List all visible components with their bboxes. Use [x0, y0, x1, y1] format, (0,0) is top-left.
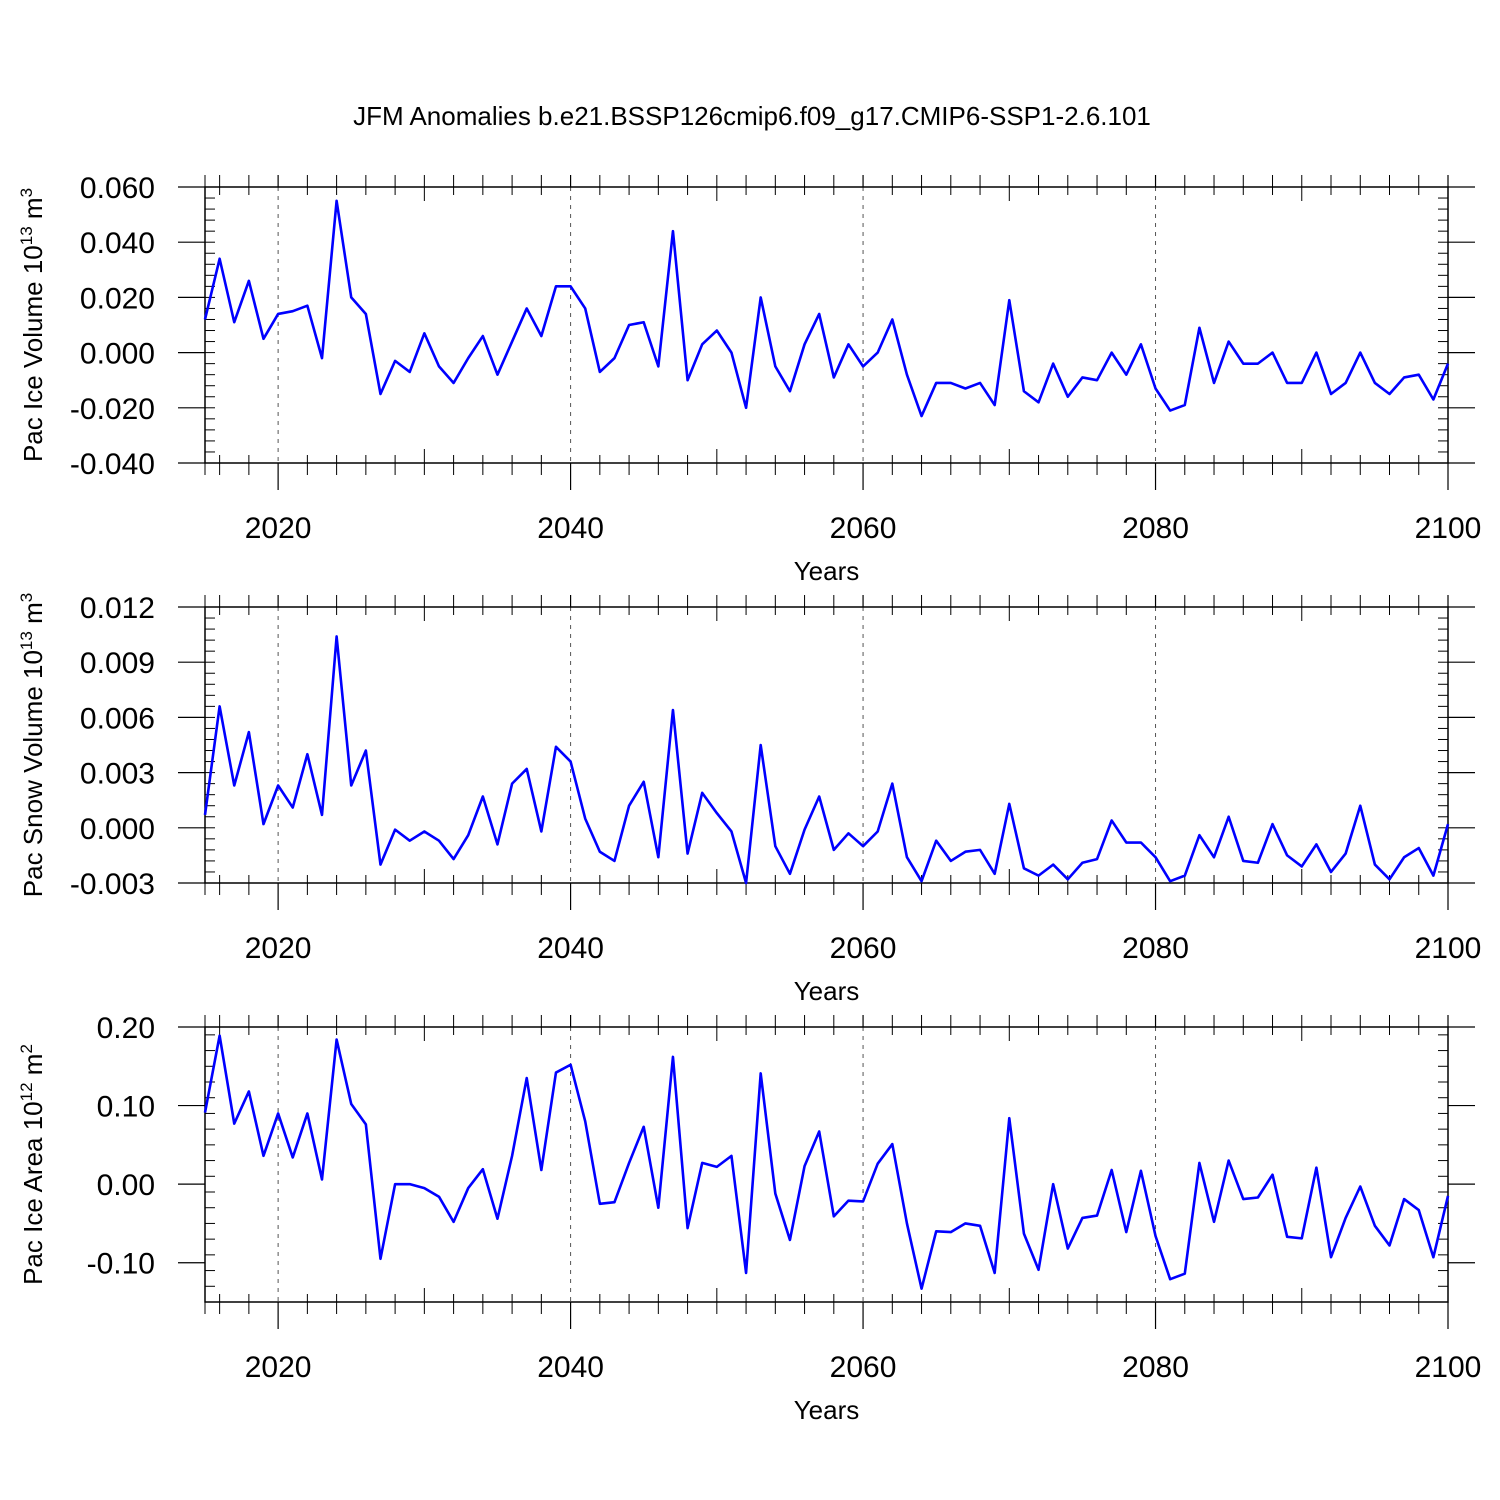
panel-3: 0.20 0.10 0.00 -0.10 2020 2040 2060 2080 2100 Yea… [17, 1012, 1481, 1425]
x-tick-label: 2020 [245, 1351, 312, 1384]
x-tick-label: 2100 [1415, 932, 1482, 965]
plot-frame [204, 1026, 1449, 1303]
x-tick-label: 2040 [537, 1351, 604, 1384]
y-axis-label: Pac Ice Volume 1013 m3 [17, 188, 48, 462]
y-tick-label: 0.20 [97, 1012, 155, 1045]
x-axis-label: Years [794, 556, 860, 586]
plot-frame [204, 606, 1449, 884]
y-tick-label: 0.006 [80, 702, 155, 735]
panel-1: 0.060 0.040 0.020 0.000 -0.020 -0.040 2020 2040… [17, 172, 1481, 586]
panel-2: 0.012 0.009 0.006 0.003 0.000 -0.003 2020 2040 2… [17, 592, 1481, 1006]
y-tick-label: 0.040 [80, 227, 155, 260]
x-tick-label: 2080 [1122, 1351, 1189, 1384]
x-tick-label: 2040 [537, 932, 604, 965]
y-tick-label: -0.10 [87, 1248, 155, 1281]
y-tick-label: 0.012 [80, 592, 155, 625]
x-tick-label: 2080 [1122, 512, 1189, 545]
y-tick-label: 0.060 [80, 172, 155, 205]
y-tick-label: 0.000 [80, 338, 155, 371]
y-axis-label: Pac Ice Area 1012 m2 [17, 1044, 48, 1285]
y-tick-label: 0.10 [97, 1091, 155, 1124]
x-tick-label: 2080 [1122, 932, 1189, 965]
series-line [203, 1034, 1450, 1290]
panels: 0.060 0.040 0.020 0.000 -0.020 -0.040 2020 2040… [17, 172, 1481, 1425]
y-tick-label: -0.020 [70, 393, 155, 426]
x-tick-label: 2060 [830, 512, 897, 545]
y-tick-label: 0.003 [80, 758, 155, 791]
x-tick-label: 2060 [830, 1351, 897, 1384]
y-tick-label: 0.020 [80, 282, 155, 315]
x-axis-label: Years [794, 1395, 860, 1425]
series-line [203, 635, 1450, 885]
y-tick-label: 0.00 [97, 1169, 155, 1202]
series-line [203, 199, 1450, 418]
x-tick-label: 2100 [1415, 512, 1482, 545]
plot-frame [204, 186, 1449, 464]
y-tick-label: -0.003 [70, 868, 155, 901]
x-tick-label: 2020 [245, 932, 312, 965]
x-tick-label: 2040 [537, 512, 604, 545]
figure-title: JFM Anomalies b.e21.BSSP126cmip6.f09_g17… [353, 101, 1151, 131]
y-tick-label: -0.040 [70, 448, 155, 481]
x-axis-label: Years [794, 976, 860, 1006]
x-tick-label: 2100 [1415, 1351, 1482, 1384]
x-tick-label: 2060 [830, 932, 897, 965]
x-tick-label: 2020 [245, 512, 312, 545]
y-axis-label: Pac Snow Volume 1013 m3 [17, 593, 48, 897]
y-tick-label: 0.009 [80, 647, 155, 680]
y-tick-label: 0.000 [80, 813, 155, 846]
